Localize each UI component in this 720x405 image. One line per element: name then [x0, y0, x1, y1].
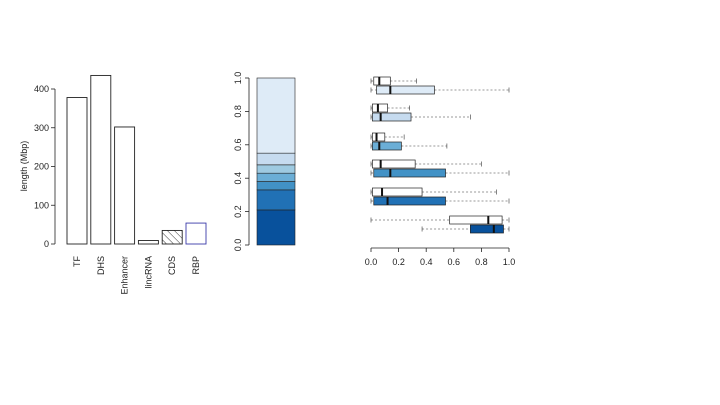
- bar-y-tick-label: 400: [34, 84, 49, 94]
- box-x-tick-label: 1.0: [503, 257, 516, 267]
- bar-chart-bars: [66, 74, 207, 245]
- bar-chart-x-labels: TF DHS Enhancer lincRNA CDS RBP: [72, 256, 201, 295]
- boxplot-boxes: [370, 76, 510, 234]
- box-body: [372, 112, 412, 122]
- stack-segment-3: [256, 181, 296, 191]
- box-x-tick-label: 0.0: [365, 257, 378, 267]
- bar-y-tick-label: 0: [44, 239, 49, 249]
- bar-y-tick-label: 200: [34, 162, 49, 172]
- boxplot-2-b: [370, 112, 471, 122]
- boxplot-5-b: [370, 196, 510, 206]
- boxplot-4-a: [370, 159, 482, 169]
- stack-y-tick-label: 0.4: [233, 172, 243, 185]
- stack-segment-5: [256, 164, 296, 174]
- boxplot-panel: 0.0 0.2 0.4 0.6 0.8 1.0: [365, 76, 516, 267]
- stack-y-tick-label: 0.6: [233, 139, 243, 152]
- bar-chart-panel: length (Mbp) 0 100 200 300 400 TF DHS Enhancer…: [19, 74, 207, 295]
- box-body: [372, 141, 402, 151]
- boxplot-1-a: [370, 76, 417, 86]
- stack-y-tick-label: 1.0: [233, 72, 243, 85]
- bar-chart-y-axis: 0 100 200 300 400: [34, 84, 56, 249]
- box-body: [449, 215, 503, 225]
- stack-segment-6: [256, 152, 296, 166]
- bar-x-label-rbp: RBP: [191, 256, 201, 275]
- stack-y-tick-label: 0.0: [233, 239, 243, 252]
- bar-x-label-lincrna: lincRNA: [143, 256, 153, 289]
- box-body: [470, 224, 504, 234]
- box-x-tick-label: 0.6: [448, 257, 461, 267]
- box-body: [372, 103, 388, 113]
- boxplot-3-b: [370, 141, 448, 151]
- bar-rbp: [185, 222, 207, 245]
- box-body: [372, 132, 386, 142]
- boxplot-5-a: [370, 187, 497, 197]
- box-body: [373, 76, 391, 86]
- stacked-bar-panel: 0.0 0.2 0.4 0.6 0.8 1.0: [233, 72, 296, 252]
- stacked-bar-segments: [256, 77, 296, 246]
- stack-segment-4: [256, 172, 296, 182]
- box-body: [376, 85, 435, 95]
- box-x-tick-label: 0.2: [392, 257, 405, 267]
- stacked-bar-y-axis: 0.0 0.2 0.4 0.6 0.8 1.0: [233, 72, 250, 252]
- box-body: [372, 159, 416, 169]
- bar-lincrna: [137, 240, 159, 245]
- stack-segment-1: [256, 209, 296, 246]
- bar-y-tick-label: 300: [34, 123, 49, 133]
- box-body: [373, 196, 446, 206]
- bar-chart-y-axis-label: length (Mbp): [19, 141, 29, 192]
- boxplot-2-a: [370, 103, 410, 113]
- bar-x-label-tf: TF: [72, 256, 82, 267]
- stack-segment-2: [256, 189, 296, 211]
- stack-segment-7: [256, 77, 296, 154]
- bar-x-label-enhancer: Enhancer: [120, 256, 130, 295]
- box-body: [372, 187, 423, 197]
- boxplot-6-b: [421, 224, 510, 234]
- boxplot-4-b: [370, 168, 510, 178]
- bar-cds: [161, 229, 183, 245]
- bar-x-label-cds: CDS: [167, 256, 177, 275]
- stack-y-tick-label: 0.8: [233, 105, 243, 118]
- boxplot-3-a: [370, 132, 405, 142]
- bar-enhancer: [114, 126, 136, 245]
- boxplot-6-a: [370, 215, 510, 225]
- boxplot-x-axis: 0.0 0.2 0.4 0.6 0.8 1.0: [365, 247, 516, 267]
- box-body: [373, 168, 446, 178]
- boxplot-1-b: [370, 85, 510, 95]
- box-x-tick-label: 0.4: [420, 257, 433, 267]
- bar-y-tick-label: 100: [34, 200, 49, 210]
- bar-dhs: [90, 74, 112, 245]
- box-x-tick-label: 0.8: [475, 257, 488, 267]
- bar-x-label-dhs: DHS: [96, 256, 106, 275]
- stack-y-tick-label: 0.2: [233, 205, 243, 218]
- bar-tf: [66, 97, 88, 245]
